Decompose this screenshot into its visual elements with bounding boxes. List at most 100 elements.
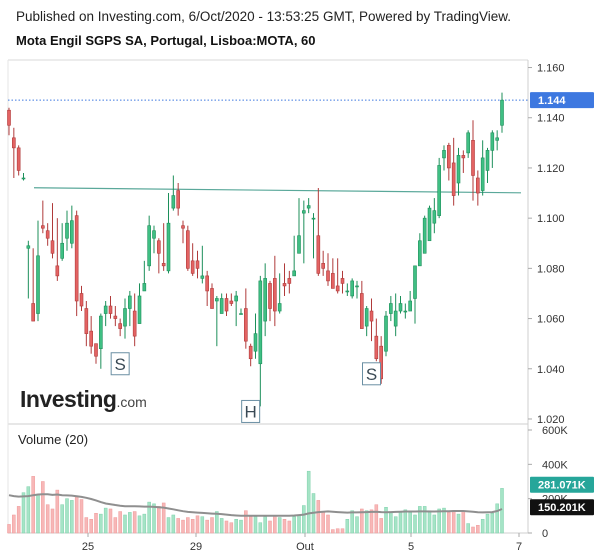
volume-bar	[79, 499, 84, 534]
candle	[65, 210, 69, 251]
pattern-label-s: S	[362, 362, 381, 386]
volume-bar	[108, 508, 113, 534]
candle	[147, 215, 151, 271]
pattern-label-text: S	[114, 355, 125, 374]
logo-main: Investing	[20, 386, 117, 412]
volume-bar	[253, 516, 258, 534]
volume-bar	[418, 506, 422, 534]
candle	[171, 175, 176, 211]
volume-bar	[161, 502, 166, 534]
candle-body	[123, 308, 127, 327]
candle	[195, 250, 200, 279]
candle	[427, 205, 432, 242]
candle	[403, 303, 408, 319]
volume-bar	[306, 470, 311, 534]
volume-bar	[195, 515, 200, 534]
candle-body	[186, 230, 190, 269]
price-tick-label: 1.040	[537, 364, 565, 376]
volume-bar	[413, 514, 417, 534]
volume-indicator-label: Volume (20)	[18, 432, 89, 447]
candle-body	[181, 225, 185, 229]
candle	[31, 248, 35, 322]
candle-body	[36, 255, 40, 314]
candle	[41, 200, 45, 234]
candle	[142, 260, 147, 292]
volume-bar	[403, 509, 408, 534]
candle	[282, 263, 287, 296]
last-volume-tag: 281.071K	[530, 476, 594, 493]
candle	[190, 243, 195, 276]
volume-bar	[181, 519, 185, 534]
price-tick-label: 1.160	[537, 63, 565, 75]
volume-bar	[374, 504, 379, 534]
price-axis: 1.160 1.140 1.120 1.100 1.080 1.060 1.040 1.020	[528, 63, 565, 426]
volume-bar	[200, 516, 205, 534]
volume-bar	[128, 512, 132, 534]
candle	[311, 213, 316, 259]
candle-body	[297, 235, 301, 254]
candle-body	[176, 190, 180, 209]
volume-bars-layer	[7, 470, 504, 534]
investing-logo: Investing.com	[20, 386, 147, 413]
candle	[176, 183, 180, 216]
candle-body	[50, 240, 55, 254]
volume-bar	[132, 511, 137, 534]
candle	[244, 288, 248, 349]
candle	[210, 283, 214, 309]
published-caption: Published on Investing.com, 6/Oct/2020 -…	[16, 9, 512, 24]
candle	[461, 150, 466, 173]
candle	[12, 127, 16, 178]
pattern-label-box	[110, 352, 130, 376]
candle-body	[316, 235, 321, 274]
volume-bar	[229, 522, 234, 534]
volume-bar	[41, 481, 45, 534]
price-tick-label: 1.080	[537, 263, 565, 275]
candle-body	[224, 298, 229, 312]
volume-bar	[364, 510, 369, 534]
volume-bar	[171, 514, 176, 534]
volume-bar	[248, 516, 253, 534]
pattern-annotations: S H S	[110, 352, 381, 423]
candle	[36, 220, 40, 322]
candle-body	[108, 305, 113, 314]
candle-body	[12, 137, 16, 149]
candle-body	[485, 150, 490, 171]
candle-body	[70, 220, 74, 244]
volume-bar	[166, 517, 171, 534]
volume-bar	[326, 514, 330, 534]
candle-body	[132, 310, 137, 337]
candle	[389, 295, 393, 322]
candle-body	[21, 177, 26, 180]
pattern-label-text: S	[366, 365, 377, 384]
volume-bar	[292, 516, 296, 534]
volume-bar	[263, 516, 267, 534]
volume-bar	[99, 513, 103, 534]
candle	[224, 293, 229, 317]
last-price-tag-bg	[530, 92, 594, 109]
candle	[181, 220, 185, 244]
last-volume-tag-bg	[530, 476, 594, 493]
candle-body	[137, 295, 142, 324]
volume-bar	[490, 513, 495, 534]
volume-bar	[427, 510, 432, 534]
candle	[70, 205, 74, 249]
volume-bar	[89, 519, 93, 534]
volume-bar	[340, 528, 345, 534]
candle-body	[234, 295, 238, 302]
candle	[413, 265, 417, 324]
candle	[408, 290, 412, 312]
candle-body	[16, 147, 21, 171]
candle-body	[118, 323, 122, 329]
price-tick-label: 1.060	[537, 314, 565, 326]
volume-bar	[500, 488, 504, 534]
volume-bar	[26, 486, 31, 534]
volume-bar	[74, 496, 79, 534]
candle-body	[219, 298, 224, 314]
time-tick-label: 25	[82, 541, 94, 553]
time-tick-label: Out	[296, 541, 314, 553]
candle-body	[157, 240, 161, 254]
volume-bar	[442, 507, 446, 534]
volume-bar	[55, 489, 60, 534]
pattern-label-h: H	[241, 399, 261, 423]
